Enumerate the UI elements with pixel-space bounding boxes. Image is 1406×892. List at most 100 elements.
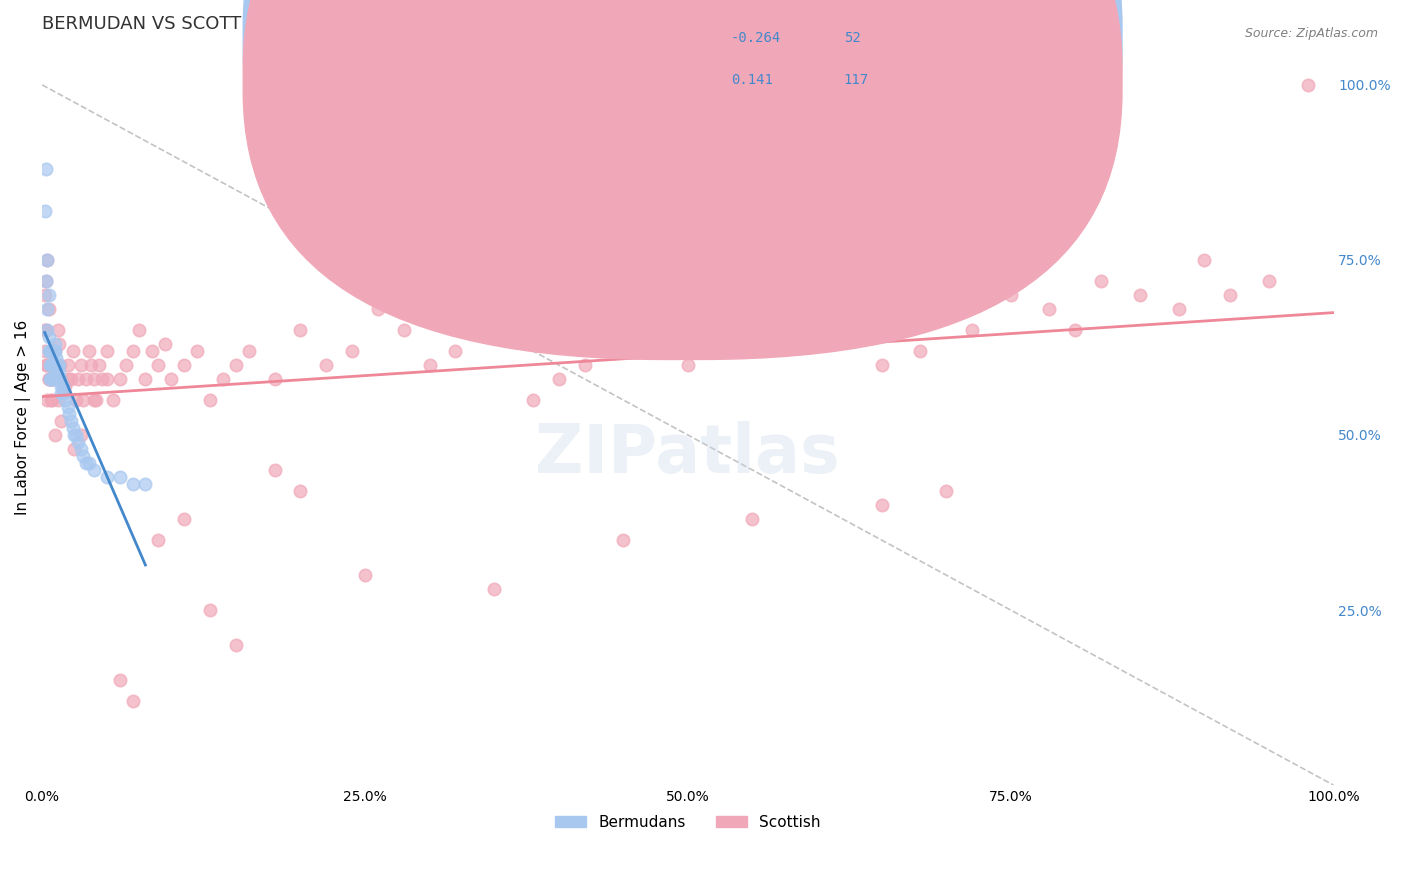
Point [45,351,67,365]
Point [121,694,143,708]
Point [83,372,105,386]
Point [59,372,82,386]
Point [41,392,63,407]
Point [46,323,69,337]
Point [46,392,69,407]
Point [186,343,208,358]
Point [96,343,118,358]
Point [83,392,105,407]
Point [1000,288,1022,302]
Point [44,358,66,372]
Point [67,372,90,386]
Point [1194,252,1216,267]
Point [35,274,58,288]
Point [482,582,505,596]
Point [39,372,62,386]
Point [34,288,56,302]
Point [38,330,60,344]
Point [96,470,118,484]
Point [56,400,79,414]
Point [87,358,110,372]
Point [960,323,983,337]
Point [1129,288,1152,302]
Text: Source: ZipAtlas.com: Source: ZipAtlas.com [1244,27,1378,40]
Text: 117: 117 [844,73,869,87]
Point [340,343,363,358]
Text: -0.264: -0.264 [731,31,782,45]
Point [56,372,79,386]
Point [77,343,100,358]
Point [46,372,69,386]
Point [831,323,853,337]
Point [42,358,65,372]
Point [121,343,143,358]
Point [39,372,62,386]
Point [35,323,58,337]
Point [392,323,415,337]
Point [70,428,93,442]
Point [75,456,97,470]
Point [37,301,59,316]
Point [39,343,62,358]
Point [37,392,59,407]
Point [38,372,60,386]
Point [38,372,60,386]
Point [53,386,76,401]
Point [56,358,79,372]
Point [38,343,60,358]
Point [70,442,93,456]
Point [38,288,60,302]
Point [42,343,65,358]
Point [212,372,235,386]
Text: ZIPatlas: ZIPatlas [536,421,841,487]
Point [225,638,247,652]
Point [72,392,94,407]
Point [225,358,247,372]
Point [48,365,70,379]
Point [86,392,108,407]
Point [101,392,124,407]
Point [547,372,569,386]
Point [482,323,505,337]
Point [935,483,957,498]
Point [80,358,103,372]
Point [108,372,131,386]
Point [96,372,118,386]
Point [38,343,60,358]
Point [108,673,131,687]
Point [703,343,725,358]
Point [38,372,60,386]
Point [263,463,285,477]
Point [59,414,82,428]
Point [522,392,544,407]
Text: 0.141: 0.141 [731,73,773,87]
Point [1090,274,1112,288]
Point [290,323,312,337]
Point [870,358,893,372]
Point [612,288,634,302]
Point [1167,301,1189,316]
Point [315,358,337,372]
Point [46,358,69,372]
Point [58,407,80,421]
Point [148,533,170,547]
Point [238,343,260,358]
Point [263,372,285,386]
Point [44,343,66,358]
Point [44,343,66,358]
Point [62,343,84,358]
Point [870,498,893,512]
Point [367,301,389,316]
Point [48,358,70,372]
Point [806,301,828,316]
Point [153,337,176,351]
Point [34,343,56,358]
Point [45,358,67,372]
Point [41,372,63,386]
Point [134,477,156,491]
Point [1258,274,1281,288]
Point [53,392,76,407]
Point [44,337,66,351]
Point [444,343,467,358]
Point [37,252,59,267]
